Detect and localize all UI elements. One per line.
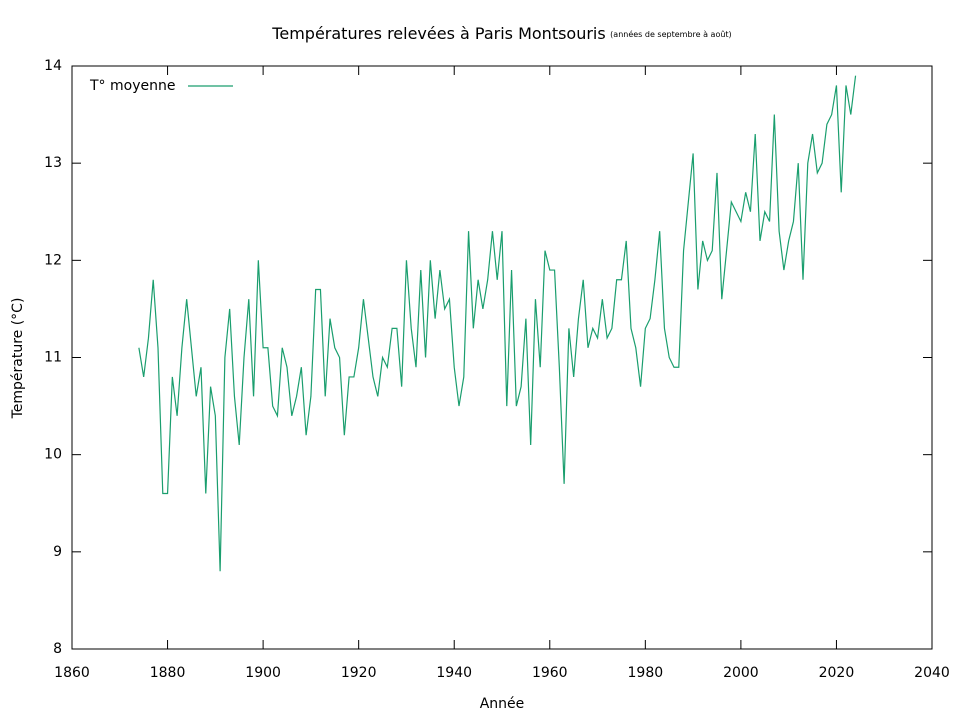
data-line: [138, 75, 857, 572]
y-tick-label: 12: [44, 252, 62, 268]
x-tick-label: 2020: [819, 665, 855, 681]
y-axis-label: Température (°C): [10, 298, 26, 420]
x-tick-label: 1860: [54, 665, 90, 681]
y-tick-label: 14: [44, 58, 62, 74]
chart-title: Températures relevées à Paris Montsouris…: [271, 24, 731, 43]
subtitle: (années de septembre à août): [610, 29, 732, 39]
x-tick-label: 1960: [532, 665, 568, 681]
y-tick-label: 9: [53, 544, 62, 560]
y-tick-label: 13: [44, 155, 62, 171]
x-tick-label: 2000: [723, 665, 759, 681]
x-tick-label: 1900: [245, 665, 281, 681]
y-tick-label: 8: [53, 641, 62, 657]
x-axis-label: Année: [480, 696, 525, 712]
x-tick-label: 1940: [436, 665, 472, 681]
x-tick-label: 2040: [914, 665, 950, 681]
legend-label: T° moyenne: [89, 78, 175, 94]
x-tick-label: 1880: [150, 665, 186, 681]
title: Températures relevées à Paris Montsouris: [271, 24, 605, 43]
x-tick-label: 1980: [628, 665, 664, 681]
x-tick-label: 1920: [341, 665, 377, 681]
y-tick-label: 10: [44, 447, 62, 463]
y-tick-label: 11: [44, 350, 62, 366]
